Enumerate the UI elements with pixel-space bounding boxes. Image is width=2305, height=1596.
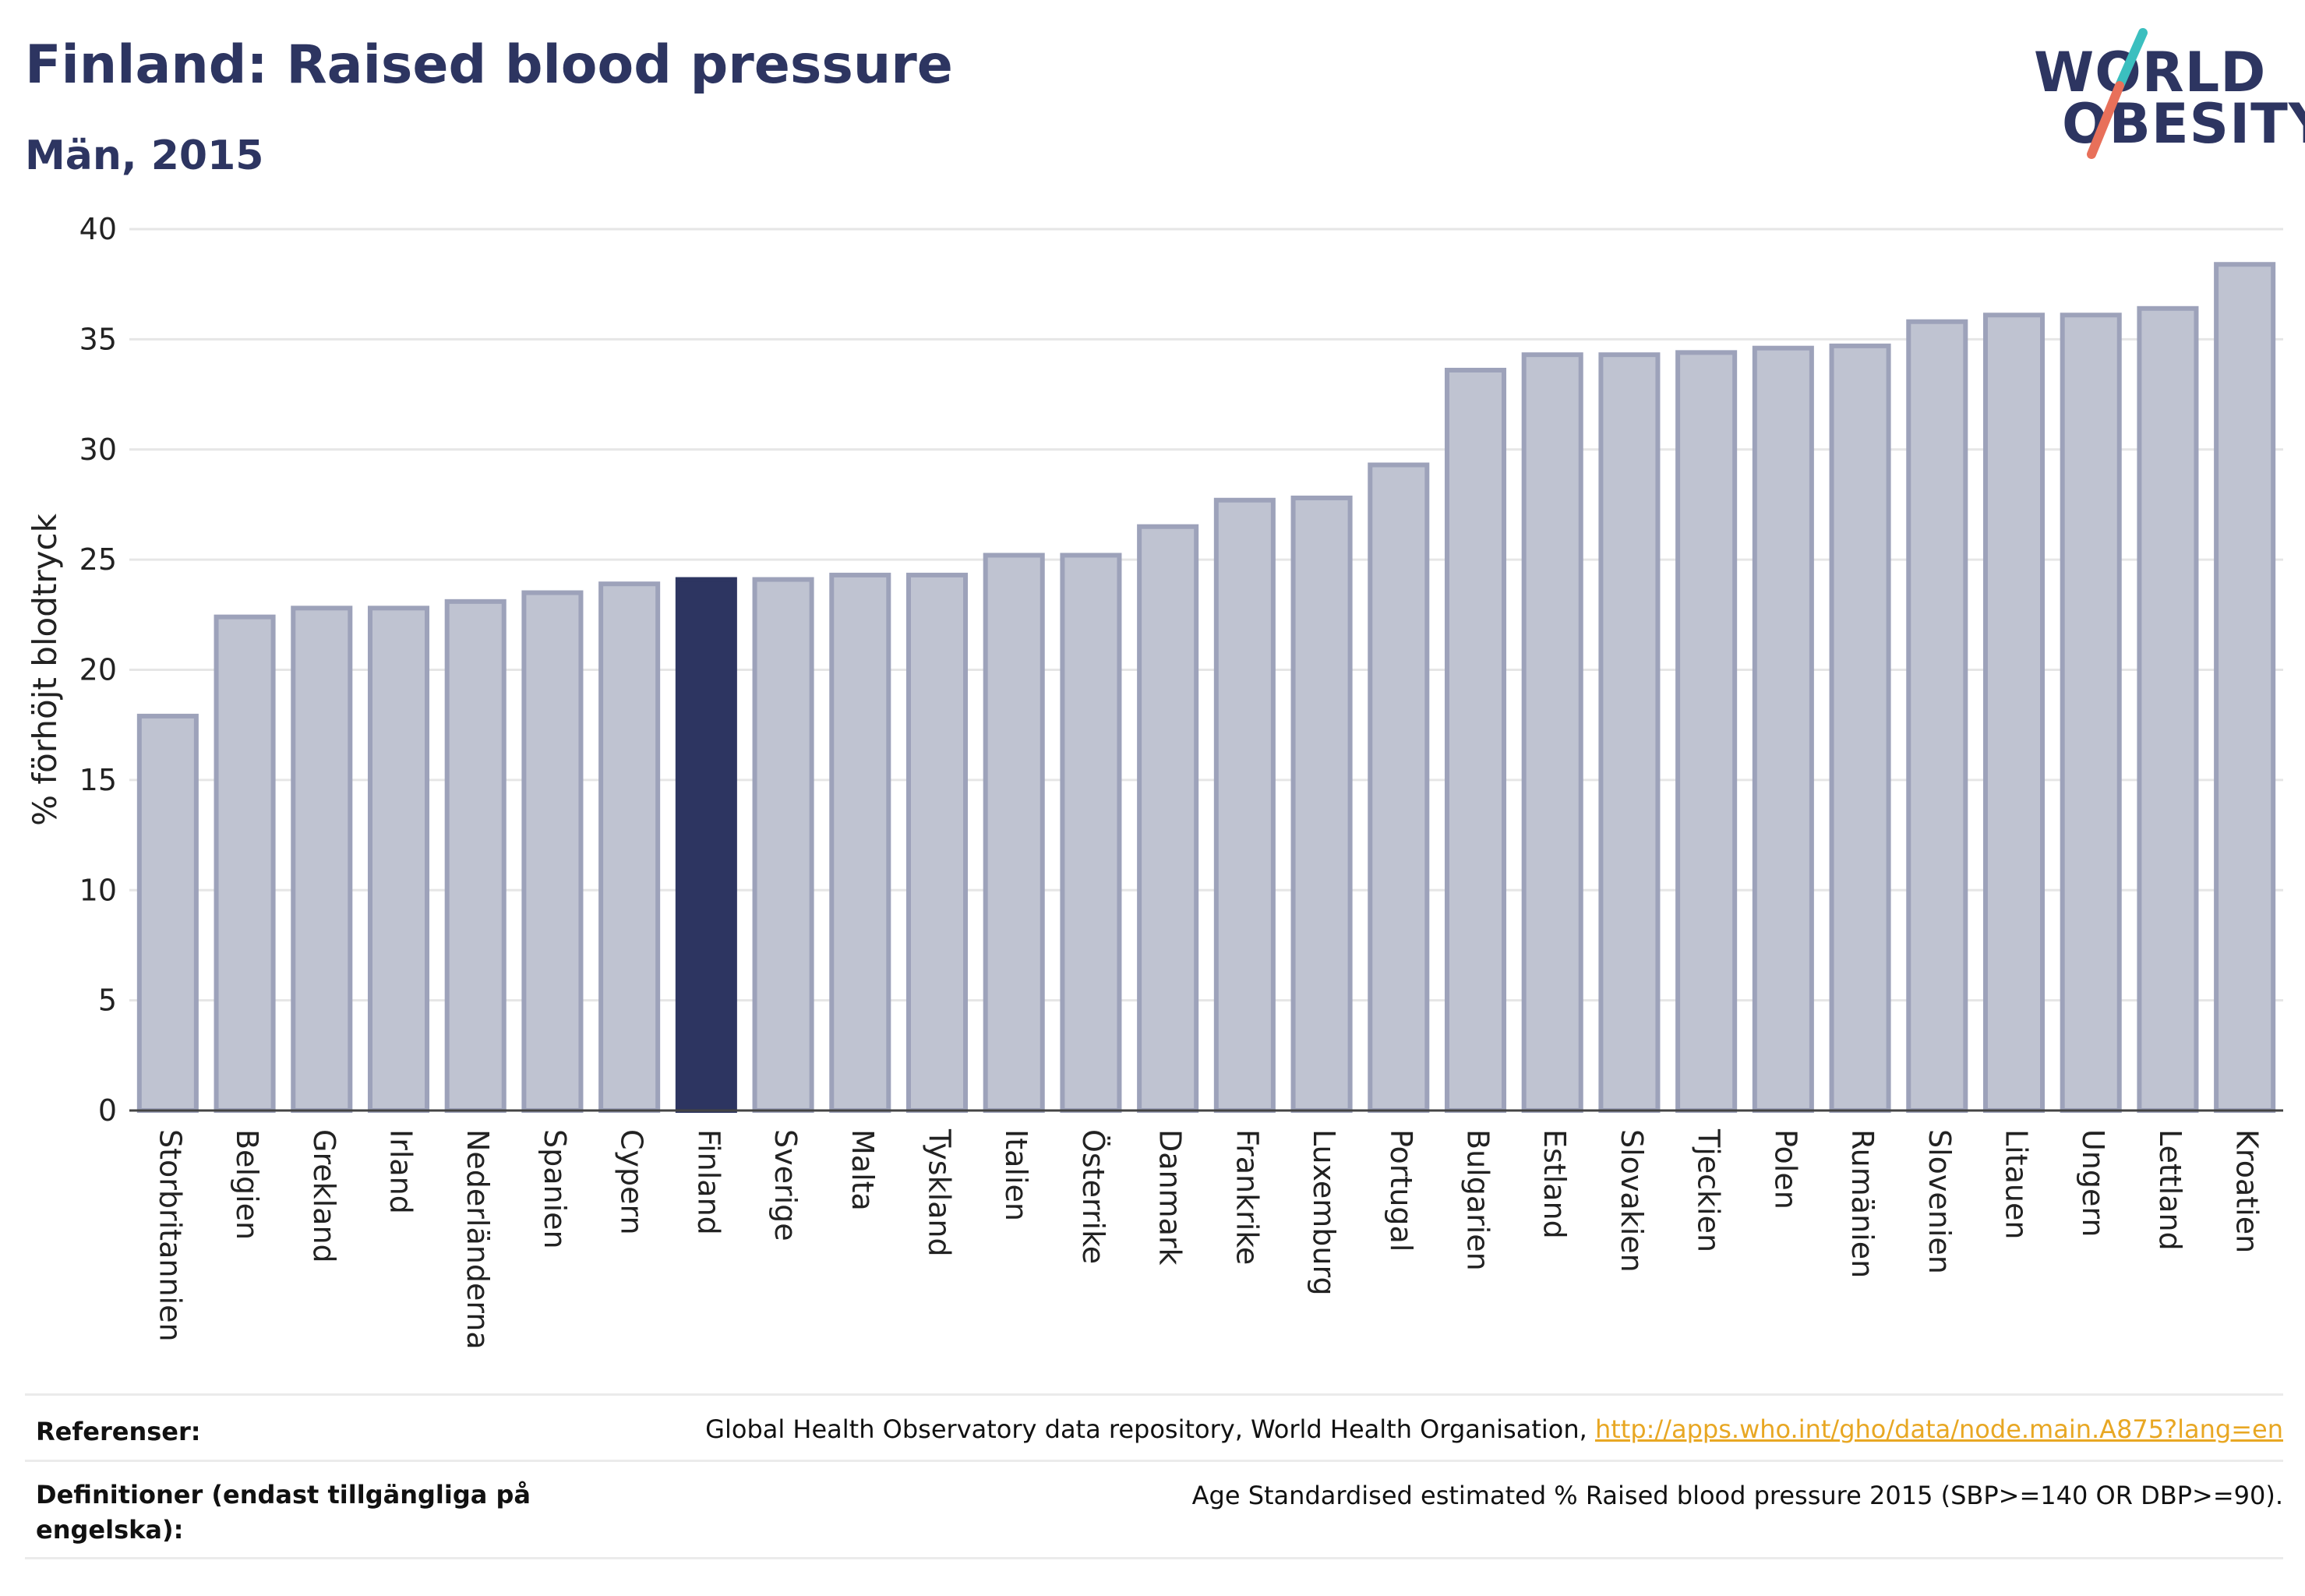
x-tick-label-polen: Polen xyxy=(1768,1129,1802,1209)
bar-storbritannien xyxy=(136,713,199,1113)
x-tick-label-nederlanderna: Nederländerna xyxy=(461,1129,495,1350)
bar-estland xyxy=(1521,352,1583,1114)
x-tick-label-slovakien: Slovakien xyxy=(1615,1129,1649,1273)
x-tick-label-grekland: Grekland xyxy=(307,1129,341,1263)
x-tick-label-osterrike: Österrike xyxy=(1076,1129,1110,1264)
logo-line-1: WORLD xyxy=(2034,41,2267,104)
x-tick-label-storbritannien: Storbritannien xyxy=(153,1129,187,1342)
y-tick-label-5: 5 xyxy=(98,983,117,1018)
references-link[interactable]: http://apps.who.int/gho/data/node.main.A… xyxy=(1594,1414,2283,1444)
y-tick-label-20: 20 xyxy=(79,653,117,687)
x-tick-label-portugal: Portugal xyxy=(1384,1129,1418,1252)
references-label: Referenser: xyxy=(36,1417,201,1446)
y-tick-label-15: 15 xyxy=(79,763,117,797)
x-tick-label-irland: Irland xyxy=(384,1129,418,1214)
bar-tyskland xyxy=(905,572,969,1114)
bar-nederlanderna xyxy=(444,598,507,1113)
bar-kroatien xyxy=(2214,262,2276,1114)
bar-danmark xyxy=(1137,524,1199,1113)
chart-title: Finland: Raised blood pressure xyxy=(25,34,953,96)
bar-chart: 0 5 10 15 20 25 30 35 40 Storbritannien Belgien Gre… xyxy=(0,195,2305,1379)
x-tick-label-lettland: Lettland xyxy=(2153,1129,2187,1251)
axes: 0 5 10 15 20 25 30 35 40 Storbritannien Belgien Gre… xyxy=(26,212,2283,1350)
references-row: Referenser: Global Health Observatory da… xyxy=(25,1393,2283,1460)
bar-finland xyxy=(675,577,737,1113)
bar-sverige xyxy=(752,577,814,1113)
x-tick-label-ungern: Ungern xyxy=(2076,1129,2110,1237)
footer: Referenser: Global Health Observatory da… xyxy=(25,1393,2283,1559)
x-tick-label-malta: Malta xyxy=(845,1129,880,1211)
bar-ungern xyxy=(2060,312,2122,1113)
y-tick-label-0: 0 xyxy=(98,1093,117,1128)
bar-lettland xyxy=(2137,305,2199,1113)
bar-litauen xyxy=(1982,312,2046,1113)
bar-irland xyxy=(367,606,430,1113)
x-tick-label-slovenien: Slovenien xyxy=(1922,1129,1957,1274)
bar-slovenien xyxy=(1906,319,1968,1113)
definitions-row: Definitioner (endast tillgängliga på eng… xyxy=(25,1460,2283,1559)
bar-italien xyxy=(983,553,1045,1114)
y-tick-label-10: 10 xyxy=(79,873,117,907)
x-tick-label-belgien: Belgien xyxy=(230,1129,264,1240)
logo-slash-icon xyxy=(2087,28,2148,159)
y-tick-label-35: 35 xyxy=(79,322,117,356)
y-tick-label-40: 40 xyxy=(79,212,117,246)
references-value: Global Health Observatory data repositor… xyxy=(705,1414,2283,1444)
definitions-value: Age Standardised estimated % Raised bloo… xyxy=(1191,1481,2283,1510)
bar-grekland xyxy=(291,606,353,1113)
definitions-label: Definitioner (endast tillgängliga på eng… xyxy=(36,1480,531,1545)
references-text: Global Health Observatory data repositor… xyxy=(705,1414,1595,1444)
bar-spanien xyxy=(521,590,584,1114)
x-tick-label-italien: Italien xyxy=(999,1129,1033,1221)
bar-osterrike xyxy=(1060,553,1122,1114)
y-tick-label-25: 25 xyxy=(79,542,117,577)
bar-portugal xyxy=(1368,462,1430,1114)
x-tick-label-tyskland: Tyskland xyxy=(923,1128,957,1257)
bar-malta xyxy=(829,572,891,1114)
bars xyxy=(136,262,2276,1114)
x-tick-label-bulgarien: Bulgarien xyxy=(1461,1129,1495,1271)
world-obesity-logo: WORLD OBESITY xyxy=(2034,23,2305,164)
bar-cypern xyxy=(598,581,661,1114)
x-tick-label-frankrike: Frankrike xyxy=(1230,1129,1264,1265)
bar-frankrike xyxy=(1213,497,1276,1114)
bar-belgien xyxy=(214,614,276,1113)
x-tick-label-spanien: Spanien xyxy=(538,1129,572,1249)
bar-luxemburg xyxy=(1290,495,1353,1113)
bar-rumanien xyxy=(1829,343,1891,1114)
x-tick-label-litauen: Litauen xyxy=(2000,1129,2034,1239)
bar-slovakien xyxy=(1598,352,1661,1114)
y-tick-label-30: 30 xyxy=(79,433,117,467)
x-tick-label-finland: Finland xyxy=(691,1129,725,1235)
x-tick-label-sverige: Sverige xyxy=(768,1129,803,1241)
bar-tjeckien xyxy=(1675,350,1738,1113)
bar-polen xyxy=(1752,345,1814,1113)
x-tick-label-cypern: Cypern xyxy=(615,1129,649,1235)
x-tick-label-rumanien: Rumänien xyxy=(1845,1129,1880,1278)
x-tick-label-estland: Estland xyxy=(1537,1129,1572,1239)
bar-bulgarien xyxy=(1444,367,1507,1113)
x-tick-label-danmark: Danmark xyxy=(1153,1129,1188,1266)
chart-subtitle: Män, 2015 xyxy=(25,132,264,179)
x-tick-label-kroatien: Kroatien xyxy=(2230,1129,2264,1253)
chart-svg: 0 5 10 15 20 25 30 35 40 Storbritannien Belgien Gre… xyxy=(26,212,2283,1350)
y-axis-title: % förhöjt blodtryck xyxy=(26,513,64,825)
x-tick-label-luxemburg: Luxemburg xyxy=(1307,1129,1341,1296)
x-tick-label-tjeckien: Tjeckien xyxy=(1692,1128,1726,1252)
